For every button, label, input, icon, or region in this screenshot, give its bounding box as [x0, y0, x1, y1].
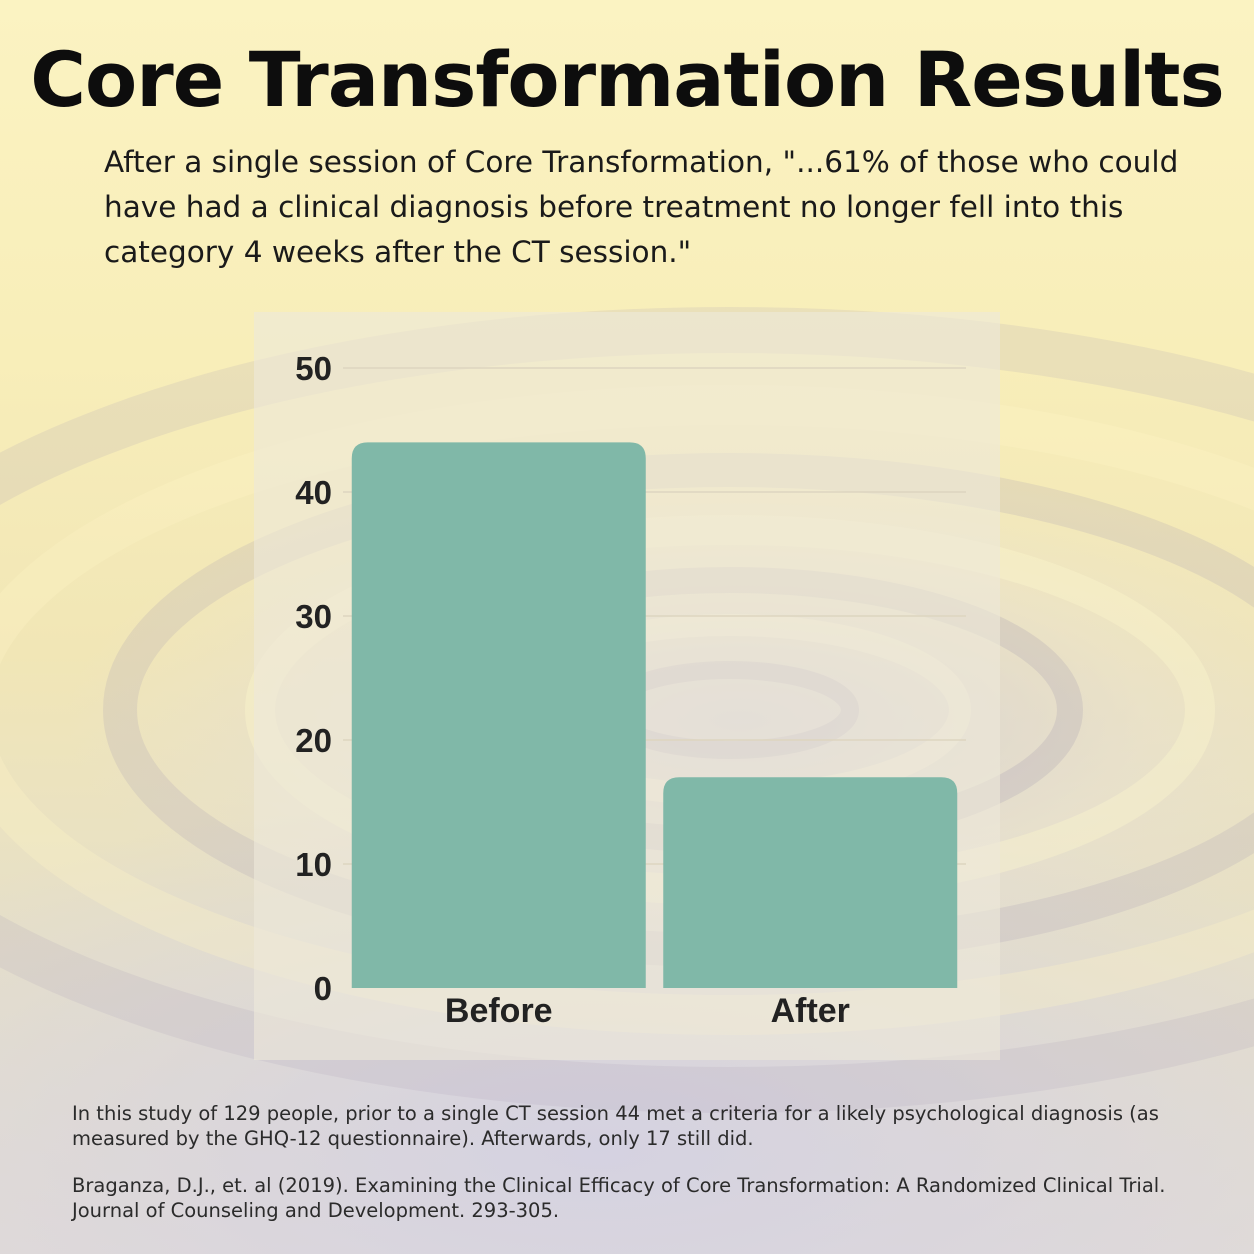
y-tick-label: 0 — [314, 970, 332, 1007]
y-tick-label: 30 — [295, 598, 332, 635]
page-title: Core Transformation Results — [30, 35, 1225, 124]
y-tick-label: 20 — [295, 722, 332, 759]
y-tick-label: 40 — [295, 474, 332, 511]
x-category-label: After — [771, 992, 850, 1030]
x-category-label: Before — [445, 992, 553, 1030]
y-tick-label: 50 — [295, 350, 332, 387]
bar-before — [351, 442, 646, 988]
bar-chart: 0 10 20 30 40 50 Before After — [295, 350, 966, 1030]
bar-after — [663, 777, 958, 988]
study-note: In this study of 129 people, prior to a … — [72, 1102, 1159, 1150]
bar-chart-panel: 0 10 20 30 40 50 Before After — [254, 312, 1000, 1060]
y-tick-label: 10 — [295, 846, 332, 883]
study-quote: After a single session of Core Transform… — [104, 145, 1179, 269]
citation: Braganza, D.J., et. al (2019). Examining… — [72, 1174, 1166, 1222]
